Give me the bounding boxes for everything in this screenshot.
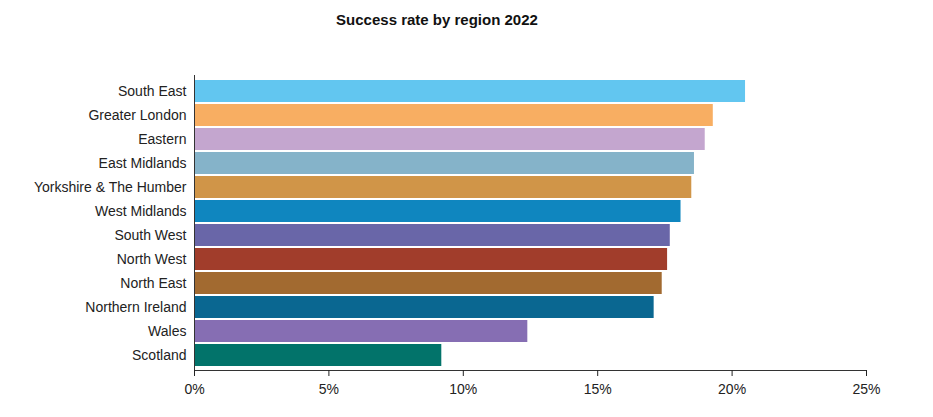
svg-text:0%: 0% (184, 381, 204, 397)
svg-text:South East: South East (118, 83, 187, 99)
svg-text:10%: 10% (449, 381, 477, 397)
svg-text:Scotland: Scotland (132, 347, 186, 363)
html-text:Success rate by region 2022: Success rate by region 2022 (336, 11, 538, 28)
svg-text:20%: 20% (718, 381, 746, 397)
svg-text:Greater London: Greater London (88, 107, 186, 123)
svg-text:West Midlands: West Midlands (95, 203, 187, 219)
svg-text:15%: 15% (584, 381, 612, 397)
svg-text:25%: 25% (852, 381, 880, 397)
svg-text:5%: 5% (319, 381, 339, 397)
svg-text:North East: North East (120, 275, 186, 291)
svg-text:Eastern: Eastern (138, 131, 186, 147)
svg-text:South West: South West (114, 227, 186, 243)
svg-text:Yorkshire & The Humber: Yorkshire & The Humber (34, 179, 187, 195)
svg-text:Wales: Wales (148, 323, 186, 339)
svg-text:North West: North West (117, 251, 187, 267)
svg-text:Northern Ireland: Northern Ireland (85, 299, 186, 315)
svg-text:East Midlands: East Midlands (99, 155, 187, 171)
